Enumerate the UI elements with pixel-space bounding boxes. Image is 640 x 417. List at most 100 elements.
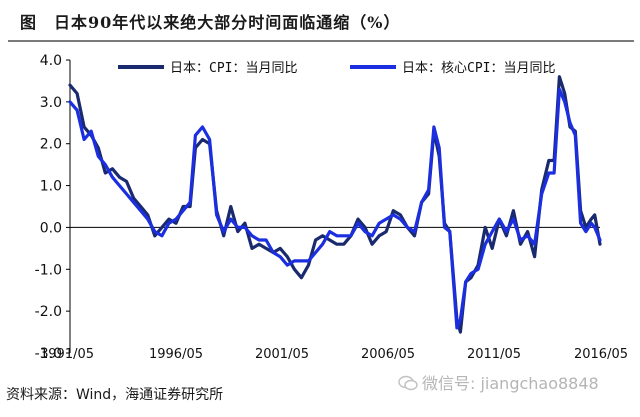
data-point-cpi — [237, 230, 239, 233]
data-point-core-cpi — [230, 218, 232, 220]
data-point-core-cpi — [498, 218, 501, 220]
data-point-cpi — [491, 247, 494, 250]
data-point-cpi — [526, 230, 529, 233]
data-point-core-cpi — [201, 126, 204, 128]
y-tick-label: 0.0 — [40, 220, 62, 236]
y-tick-label: 3.0 — [40, 95, 62, 111]
data-point-core-cpi — [427, 189, 430, 191]
data-point-core-cpi — [175, 218, 177, 220]
data-point-cpi — [307, 264, 310, 266]
data-point-core-cpi — [563, 101, 566, 103]
x-tick-label: 2001/05 — [255, 347, 309, 362]
data-point-core-cpi — [307, 260, 310, 262]
data-point-core-cpi — [540, 193, 543, 195]
data-point-cpi — [548, 159, 550, 162]
data-point-core-cpi — [526, 235, 529, 237]
data-point-core-cpi — [599, 239, 601, 241]
data-point-cpi — [357, 218, 359, 220]
data-point-cpi — [459, 331, 462, 333]
chart-title: 图 日本90年代以来绝大部分时间面临通缩（%） — [20, 13, 401, 32]
data-point-core-cpi — [459, 318, 462, 321]
data-point-core-cpi — [443, 226, 446, 229]
data-point-cpi — [533, 255, 536, 258]
title-bar: 图 日本90年代以来绝大部分时间面临通缩（%） — [0, 0, 640, 42]
data-point-core-cpi — [69, 101, 71, 103]
data-point-cpi — [392, 209, 395, 212]
data-point-cpi — [168, 218, 170, 220]
data-point-core-cpi — [83, 138, 85, 141]
y-tick-label: -1.0 — [35, 262, 62, 278]
data-point-cpi — [300, 276, 303, 279]
data-point-core-cpi — [413, 230, 416, 233]
data-point-core-cpi — [371, 235, 373, 237]
data-point-cpi — [222, 235, 225, 237]
data-point-cpi — [563, 92, 566, 95]
data-point-core-cpi — [558, 88, 561, 91]
data-point-core-cpi — [286, 264, 289, 266]
data-point-cpi — [314, 239, 317, 241]
data-point-core-cpi — [491, 230, 494, 233]
y-tick-label: -3.0 — [35, 346, 62, 362]
data-point-cpi — [293, 268, 296, 271]
y-tick-label: -2.0 — [35, 304, 62, 320]
data-point-core-cpi — [237, 226, 239, 229]
data-point-cpi — [201, 138, 204, 141]
data-point-core-cpi — [76, 109, 78, 111]
data-point-cpi — [505, 235, 508, 237]
data-point-core-cpi — [258, 239, 260, 241]
data-point-cpi — [336, 243, 338, 245]
x-tick-label: 2006/05 — [361, 347, 415, 362]
data-point-core-cpi — [328, 230, 331, 233]
data-point-core-cpi — [433, 126, 435, 128]
data-point-cpi — [378, 235, 381, 237]
data-point-core-cpi — [385, 218, 388, 220]
data-point-core-cpi — [350, 235, 352, 237]
data-point-cpi — [230, 205, 232, 208]
data-point-cpi — [343, 243, 345, 245]
data-point-cpi — [413, 235, 416, 237]
x-tick-label: 2016/05 — [574, 347, 628, 362]
data-point-cpi — [286, 255, 289, 258]
data-point-core-cpi — [265, 239, 267, 241]
data-point-core-cpi — [146, 218, 149, 220]
data-point-core-cpi — [464, 281, 467, 283]
data-point-core-cpi — [593, 226, 596, 229]
data-point-core-cpi — [569, 122, 571, 124]
data-point-cpi — [558, 75, 561, 78]
data-point-core-cpi — [90, 130, 92, 132]
data-point-core-cpi — [314, 251, 317, 254]
data-point-core-cpi — [590, 222, 592, 224]
data-point-core-cpi — [97, 155, 100, 158]
data-point-core-cpi — [139, 209, 142, 212]
data-point-cpi — [118, 176, 121, 178]
data-point-core-cpi — [456, 327, 458, 329]
data-point-core-cpi — [321, 243, 324, 245]
data-point-cpi — [251, 247, 253, 250]
data-point-core-cpi — [470, 272, 472, 275]
data-point-cpi — [385, 230, 388, 233]
data-point-cpi — [97, 147, 100, 149]
data-point-cpi — [470, 276, 472, 279]
series-line-core-cpi — [68, 87, 602, 330]
data-point-core-cpi — [251, 235, 253, 237]
data-point-core-cpi — [406, 226, 409, 229]
data-point-cpi — [585, 226, 587, 229]
data-point-core-cpi — [208, 138, 211, 141]
x-tick-label: 2011/05 — [467, 347, 521, 362]
data-point-core-cpi — [132, 201, 135, 204]
data-point-core-cpi — [574, 134, 577, 137]
data-point-cpi — [599, 243, 601, 245]
data-point-cpi — [279, 247, 282, 250]
data-point-core-cpi — [118, 184, 121, 187]
data-point-cpi — [132, 197, 135, 199]
data-point-core-cpi — [364, 230, 366, 233]
data-point-core-cpi — [215, 214, 218, 216]
source-note: 资料来源：Wind，海通证券研究所 — [6, 387, 224, 403]
data-point-core-cpi — [272, 251, 275, 254]
data-point-cpi — [104, 172, 107, 174]
data-point-core-cpi — [484, 243, 487, 245]
data-point-core-cpi — [438, 147, 441, 149]
legend-label-core-cpi: 日本：核心CPI：当月同比 — [402, 61, 555, 76]
data-point-cpi — [519, 243, 522, 245]
